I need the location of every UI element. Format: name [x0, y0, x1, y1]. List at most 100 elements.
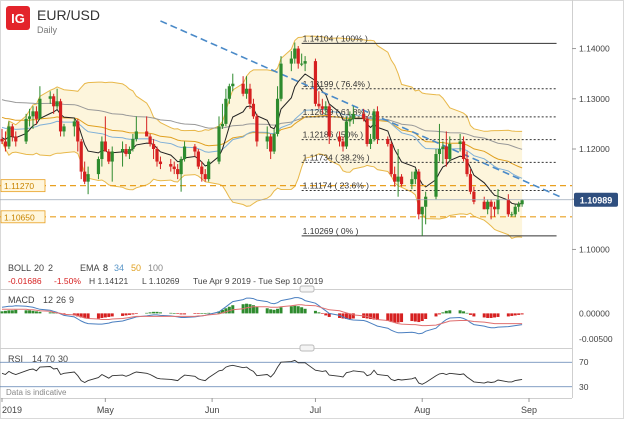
candle[interactable] [120, 141, 125, 167]
candle[interactable] [148, 133, 152, 147]
candle[interactable] [413, 169, 417, 185]
candle[interactable] [58, 98, 63, 137]
candle[interactable] [424, 191, 428, 225]
candle[interactable] [461, 136, 466, 162]
candle[interactable] [341, 136, 345, 152]
candle[interactable] [31, 106, 35, 129]
candle[interactable] [110, 146, 114, 182]
candle[interactable] [27, 108, 32, 127]
candle[interactable] [207, 159, 211, 182]
candle[interactable] [169, 159, 173, 172]
candle[interactable] [420, 206, 424, 236]
candle[interactable] [182, 141, 187, 162]
candle[interactable] [265, 126, 269, 149]
candle[interactable] [296, 46, 300, 69]
candle[interactable] [38, 86, 42, 119]
candle[interactable] [227, 83, 231, 104]
candle[interactable] [465, 151, 469, 177]
candle[interactable] [134, 116, 138, 142]
candle[interactable] [368, 133, 373, 149]
candle[interactable] [151, 138, 156, 160]
candle[interactable] [172, 161, 176, 175]
candle[interactable] [303, 56, 307, 72]
candle[interactable] [251, 98, 256, 119]
candle[interactable] [510, 211, 514, 217]
candle[interactable] [486, 199, 490, 215]
candle[interactable] [441, 141, 445, 165]
candle[interactable] [244, 76, 249, 99]
candle[interactable] [83, 161, 87, 185]
candle[interactable] [7, 121, 11, 149]
candle[interactable] [231, 73, 235, 92]
candle[interactable] [48, 91, 52, 104]
candle[interactable] [458, 133, 462, 152]
candle[interactable] [279, 56, 283, 102]
rsi-resize-handle[interactable] [299, 344, 315, 352]
candle[interactable] [72, 118, 76, 137]
macd-resize-handle[interactable] [299, 285, 315, 293]
candle[interactable] [131, 133, 135, 152]
candle[interactable] [179, 156, 183, 192]
candle[interactable] [410, 171, 414, 190]
candle[interactable] [241, 76, 245, 97]
candle[interactable] [24, 113, 28, 144]
candle[interactable] [155, 146, 159, 167]
candle[interactable] [492, 201, 497, 217]
candle[interactable] [448, 136, 452, 162]
candle[interactable] [96, 156, 101, 180]
candle[interactable] [103, 116, 107, 152]
candle[interactable] [351, 106, 355, 124]
candle[interactable] [203, 169, 207, 182]
candle[interactable] [196, 149, 200, 170]
candle[interactable] [158, 156, 163, 170]
candle[interactable] [107, 149, 111, 165]
candle[interactable] [86, 166, 90, 195]
candle[interactable] [255, 113, 259, 147]
candle[interactable] [52, 93, 56, 114]
candle[interactable] [10, 123, 14, 142]
candle[interactable] [34, 106, 39, 124]
downtrend-line[interactable] [160, 20, 561, 198]
candle[interactable] [472, 186, 476, 205]
candle[interactable] [272, 128, 276, 155]
candle[interactable] [365, 116, 369, 147]
candle[interactable] [399, 174, 404, 187]
candle[interactable] [124, 143, 128, 157]
candle[interactable] [324, 101, 328, 114]
candle[interactable] [76, 118, 80, 152]
candle[interactable] [506, 194, 510, 217]
candle[interactable] [269, 133, 273, 160]
candle[interactable] [482, 196, 486, 210]
candle[interactable] [320, 98, 324, 114]
candle[interactable] [496, 189, 500, 215]
candle[interactable] [3, 131, 8, 152]
candle[interactable] [79, 138, 83, 180]
candle[interactable] [362, 108, 366, 122]
candle[interactable] [220, 103, 225, 129]
candle[interactable] [344, 116, 349, 149]
candle[interactable] [444, 131, 448, 167]
candle[interactable] [200, 161, 204, 182]
candle[interactable] [386, 136, 390, 147]
candle[interactable] [317, 91, 321, 109]
candle[interactable] [313, 58, 318, 107]
candle[interactable] [517, 201, 521, 212]
candle[interactable] [193, 143, 197, 157]
candle[interactable] [300, 53, 304, 67]
candle[interactable] [55, 88, 59, 109]
candle[interactable] [393, 166, 397, 187]
candle[interactable] [176, 164, 180, 180]
candle[interactable] [489, 199, 493, 220]
candle[interactable] [14, 131, 18, 147]
candle[interactable] [337, 131, 342, 147]
candle[interactable] [417, 169, 421, 220]
candle[interactable] [145, 116, 149, 137]
candle[interactable] [327, 103, 331, 144]
ema-legend[interactable]: EMA 8 34 50 100 [80, 263, 163, 273]
candle[interactable] [127, 146, 132, 160]
candle[interactable] [224, 88, 228, 127]
candle[interactable] [62, 123, 66, 137]
candle[interactable] [375, 106, 380, 144]
candle[interactable] [293, 42, 297, 64]
boll-legend[interactable]: BOLL 20 2 [8, 263, 53, 273]
